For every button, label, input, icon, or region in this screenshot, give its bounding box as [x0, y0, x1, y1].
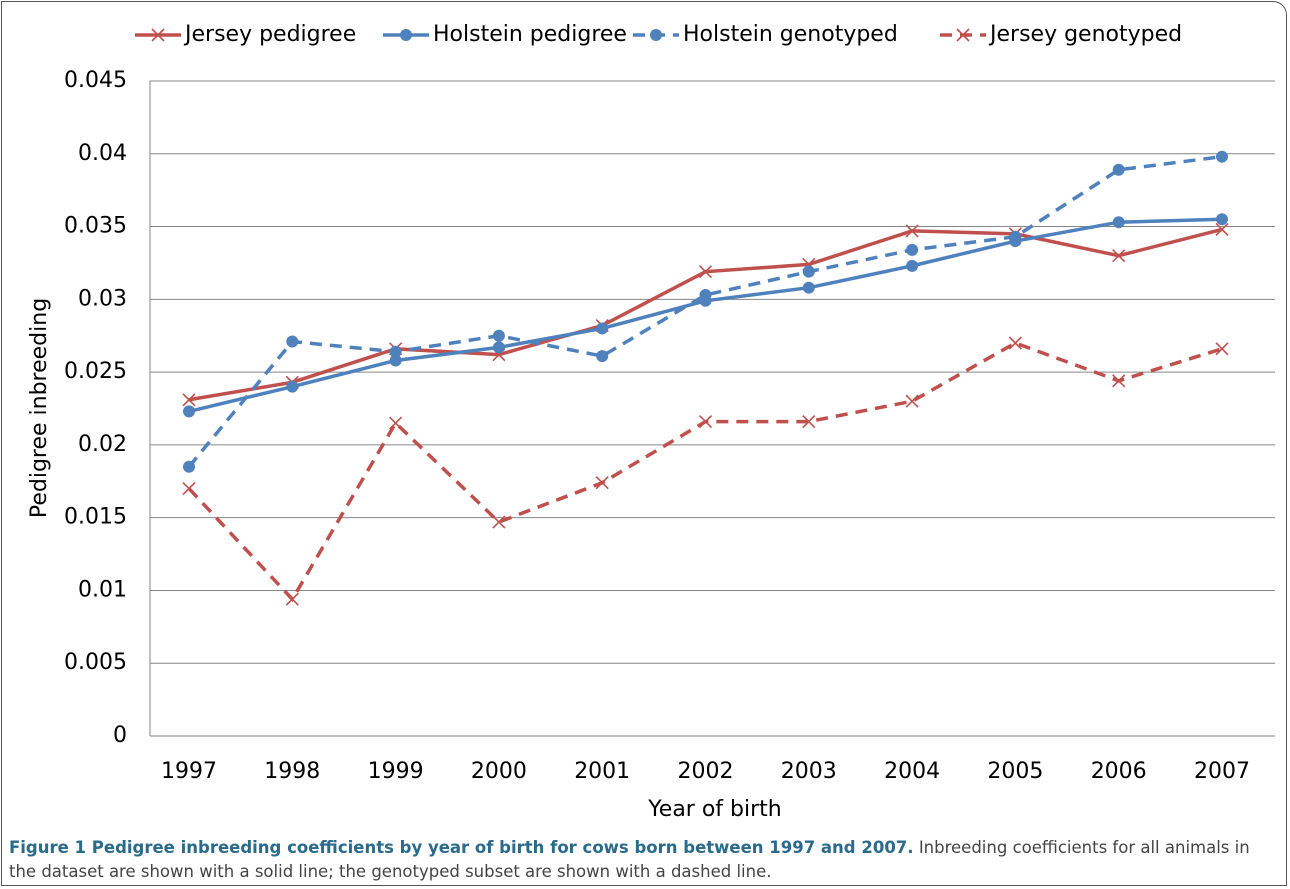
x-tick-label: 2005: [987, 759, 1043, 784]
point: [400, 29, 412, 41]
point: [1216, 150, 1228, 163]
legend-item: Jersey pedigree: [135, 22, 356, 47]
point: [699, 288, 712, 301]
point: [1216, 213, 1228, 226]
y-axis-title: Pedigree inbreeding: [27, 298, 52, 518]
point: [802, 265, 815, 278]
point-stroke: [182, 481, 196, 496]
point-stroke: [956, 28, 970, 42]
point: [1009, 230, 1022, 243]
point: [1112, 216, 1125, 229]
point: [596, 350, 609, 363]
series-line: [188, 217, 1223, 414]
point: [1112, 249, 1126, 263]
point: [802, 415, 816, 429]
legend-label: Jersey pedigree: [183, 22, 356, 47]
point-stroke: [1215, 222, 1229, 237]
point-stroke: [1112, 249, 1126, 263]
x-tick-label: 2007: [1194, 759, 1250, 784]
y-tick-label: 0.025: [64, 359, 127, 384]
point: [905, 224, 919, 238]
point: [286, 335, 299, 348]
point-stroke: [492, 515, 506, 529]
point: [389, 345, 402, 358]
point-stroke: [698, 415, 713, 429]
caption-title: Figure 1 Pedigree inbreeding coefficient…: [9, 838, 914, 857]
point-stroke: [285, 592, 299, 606]
legend-label: Holstein pedigree: [433, 22, 627, 47]
x-axis-title: Year of birth: [647, 797, 781, 822]
point: [492, 515, 506, 529]
y-tick-label: 0.035: [64, 214, 127, 239]
y-tick-label: 0.03: [78, 286, 127, 311]
y-tick-label: 0.015: [64, 505, 127, 530]
point-stroke: [595, 476, 609, 490]
legend-item: Jersey genotyped: [940, 22, 1182, 47]
point: [698, 265, 713, 279]
legend-label: Holstein genotyped: [683, 22, 898, 47]
point: [1112, 374, 1126, 388]
y-tick-label: 0.04: [78, 141, 127, 166]
x-tick-label: 1998: [264, 759, 320, 784]
point-stroke: [1008, 336, 1022, 350]
point: [698, 415, 713, 429]
point: [1215, 342, 1229, 356]
y-tick-label: 0: [113, 723, 127, 748]
point: [1112, 163, 1125, 176]
x-tick-label: 1997: [161, 759, 217, 784]
point: [596, 322, 609, 335]
caption-text: Inbreeding coefficients for all animals …: [9, 838, 1250, 881]
point: [1008, 336, 1022, 350]
point: [183, 405, 195, 418]
y-tick-label: 0.01: [78, 577, 127, 602]
point: [285, 592, 299, 606]
x-tick-label: 2001: [574, 759, 630, 784]
x-tick-label: 2006: [1091, 759, 1147, 784]
point: [492, 329, 505, 342]
series-line: [187, 154, 1223, 468]
point: [650, 29, 662, 41]
point: [182, 393, 196, 407]
y-tick-label: 0.005: [64, 650, 127, 675]
point-stroke: [802, 415, 816, 429]
y-tick-label: 0.045: [64, 68, 127, 93]
point: [286, 380, 299, 393]
x-tick-label: 2002: [678, 759, 734, 784]
point-stroke: [698, 265, 713, 279]
chart: Year of birth Pedigree inbreeding 0 0.005…: [27, 22, 1275, 822]
point: [956, 28, 970, 42]
point: [802, 281, 815, 294]
legend-label: Jersey genotyped: [988, 22, 1182, 47]
point-stroke: [389, 416, 403, 430]
point: [906, 259, 919, 272]
x-tick-label: 2000: [471, 759, 527, 784]
point: [595, 476, 609, 490]
series-line: [187, 341, 1223, 603]
y-tick-label: 0.02: [78, 432, 127, 457]
point: [492, 341, 505, 354]
point: [1215, 222, 1229, 237]
legend-item: Holstein pedigree: [383, 22, 627, 47]
x-tick-label: 2003: [781, 759, 837, 784]
point-stroke: [151, 28, 165, 42]
legend-item: Holstein genotyped: [633, 22, 898, 47]
point: [389, 354, 402, 367]
point-stroke: [182, 393, 196, 407]
point: [905, 394, 919, 408]
point: [151, 28, 165, 42]
point: [906, 243, 919, 256]
point-stroke: [905, 394, 919, 408]
point-stroke: [905, 224, 919, 238]
x-tick-label: 2004: [884, 759, 940, 784]
figure-caption: Figure 1 Pedigree inbreeding coefficient…: [9, 836, 1279, 884]
point-stroke: [1112, 374, 1126, 388]
point-stroke: [1215, 342, 1229, 356]
point: [389, 416, 403, 430]
x-tick-label: 1999: [368, 759, 424, 784]
point: [182, 481, 196, 496]
point: [183, 460, 195, 473]
